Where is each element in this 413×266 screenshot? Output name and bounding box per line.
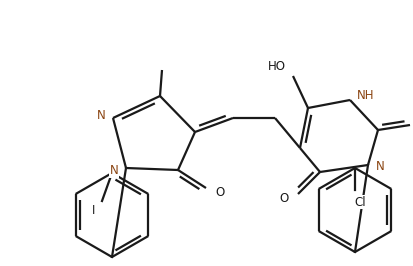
- Text: I: I: [92, 205, 95, 218]
- Text: N: N: [109, 164, 118, 177]
- Text: HO: HO: [267, 60, 285, 73]
- Text: NH: NH: [356, 89, 374, 102]
- Text: O: O: [215, 185, 224, 198]
- Text: Cl: Cl: [354, 196, 365, 209]
- Text: N: N: [96, 109, 105, 122]
- Text: N: N: [375, 160, 383, 173]
- Text: O: O: [279, 192, 288, 205]
